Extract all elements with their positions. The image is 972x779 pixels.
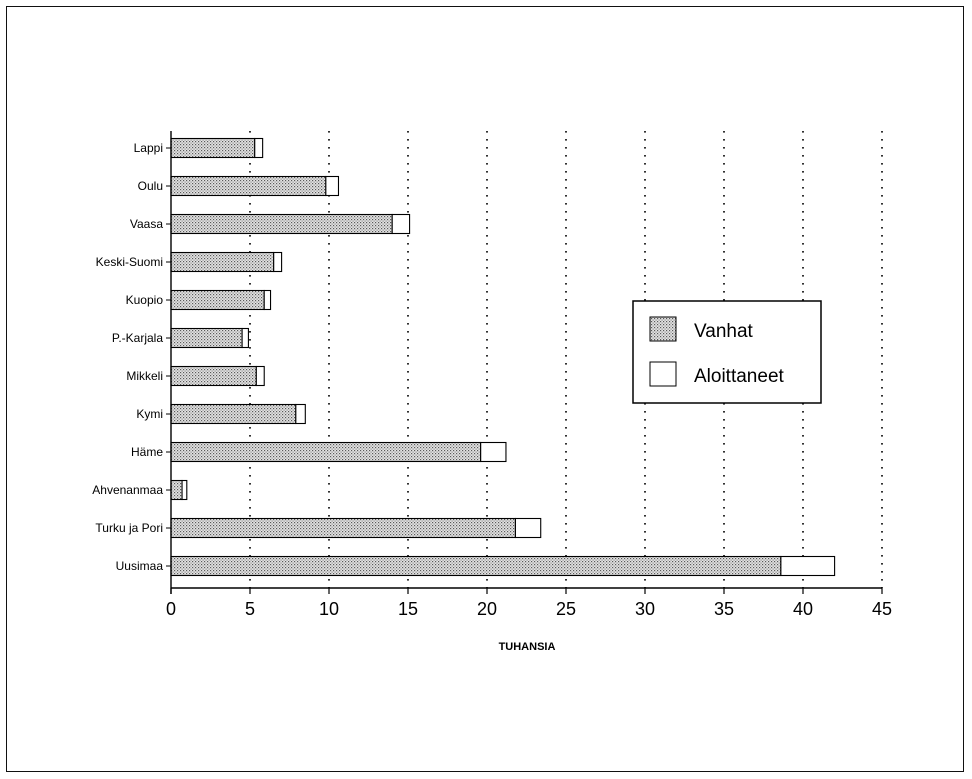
bar-aloittaneet-0: [254, 137, 264, 159]
category-label-8: Häme: [131, 445, 163, 459]
legend-swatch-vanhat: [649, 316, 677, 342]
bar-aloittaneet-2: [391, 213, 411, 235]
chart-frame: [6, 6, 964, 772]
bar-aloittaneet-8: [480, 441, 507, 463]
category-label-5: P.-Karjala: [112, 331, 163, 345]
bar-vanhat-8: [170, 441, 482, 463]
category-label-9: Ahvenanmaa: [92, 483, 163, 497]
category-labels: Lappi Oulu Vaasa Keski-Suomi Kuopio P.-Karjal…: [92, 141, 163, 573]
legend-label-vanhat: Vanhat: [694, 321, 754, 342]
x-tick-label-40: 40: [793, 599, 813, 619]
category-label-4: Kuopio: [126, 293, 164, 307]
bar-vanhat-4: [170, 289, 265, 311]
x-axis-title: TUHANSIA: [499, 641, 556, 653]
x-tick-label-30: 30: [635, 599, 655, 619]
x-tick-label-45: 45: [872, 599, 892, 619]
x-tick-label-25: 25: [556, 599, 576, 619]
bar-vanhat-2: [170, 213, 393, 235]
category-label-2: Vaasa: [130, 217, 163, 231]
bar-aloittaneet-6: [255, 365, 265, 387]
legend-swatch-aloittaneet: [649, 361, 677, 387]
bar-aloittaneet-9: [181, 479, 188, 501]
x-tick-label-0: 0: [166, 599, 176, 619]
bar-aloittaneet-4: [263, 289, 272, 311]
bar-vanhat-11: [170, 555, 782, 577]
bar-aloittaneet-1: [325, 175, 340, 197]
bar-aloittaneet-3: [273, 251, 283, 273]
bars: [170, 137, 836, 577]
category-label-11: Uusimaa: [116, 559, 164, 573]
bar-vanhat-10: [170, 517, 516, 539]
bar-vanhat-5: [170, 327, 243, 349]
bar-vanhat-1: [170, 175, 327, 197]
bar-vanhat-3: [170, 251, 275, 273]
category-label-0: Lappi: [134, 141, 163, 155]
category-label-3: Keski-Suomi: [96, 255, 163, 269]
legend-box: [632, 300, 822, 404]
category-label-7: Kymi: [136, 407, 163, 421]
x-tick-label-5: 5: [245, 599, 255, 619]
bar-aloittaneet-5: [241, 327, 249, 349]
x-tick-label-35: 35: [714, 599, 734, 619]
x-tick-label-10: 10: [319, 599, 339, 619]
category-label-1: Oulu: [138, 179, 163, 193]
bar-vanhat-9: [170, 479, 183, 501]
bar-aloittaneet-10: [514, 517, 542, 539]
x-tick-label-20: 20: [477, 599, 497, 619]
category-label-10: Turku ja Pori: [95, 521, 163, 535]
x-tick-label-15: 15: [398, 599, 418, 619]
legend: Vanhat Aloittaneet: [632, 300, 822, 404]
axes: 0 5 10 15 20 25 30 35 40 45: [166, 131, 892, 619]
bar-vanhat-6: [170, 365, 257, 387]
bar-aloittaneet-11: [780, 555, 836, 577]
bar-vanhat-0: [170, 137, 256, 159]
category-label-6: Mikkeli: [126, 369, 163, 383]
bar-aloittaneet-7: [295, 403, 306, 425]
legend-label-aloittaneet: Aloittaneet: [694, 366, 785, 387]
bar-vanhat-7: [170, 403, 297, 425]
